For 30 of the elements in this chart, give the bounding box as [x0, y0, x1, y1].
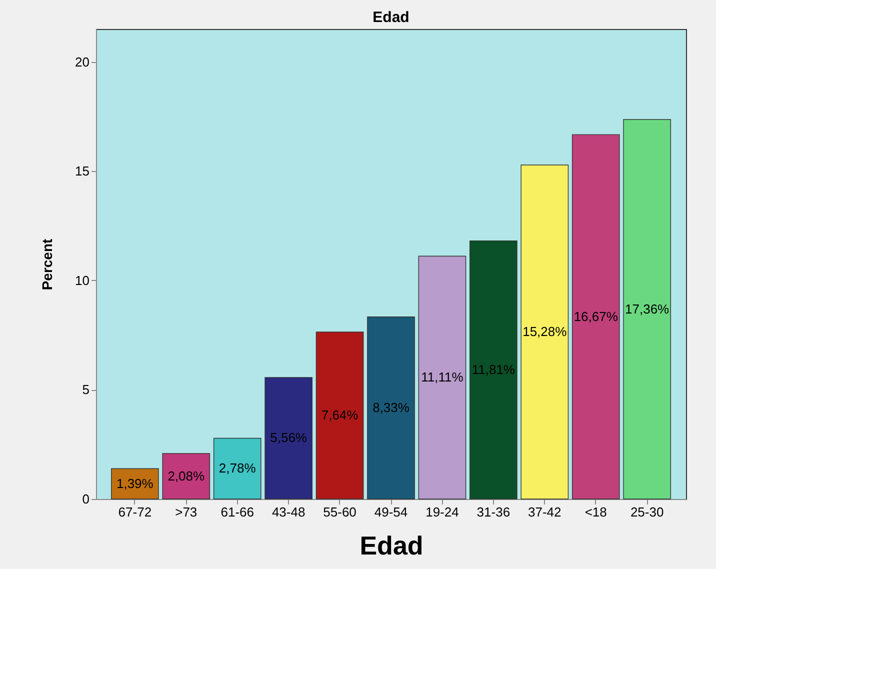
data-label: 17,36% [625, 301, 670, 316]
y-tick-label: 5 [82, 382, 90, 398]
data-label: 2,78% [218, 460, 256, 476]
x-tick-label: 49-54 [374, 504, 408, 520]
y-tick-label: 10 [75, 272, 90, 288]
chart-title: Edad [372, 9, 410, 26]
x-tick-label: <18 [584, 504, 607, 520]
x-tick-label: 31-36 [476, 504, 510, 520]
x-axis-title: Edad [360, 530, 424, 560]
x-tick-label: 61-66 [220, 504, 254, 520]
y-tick-label: 0 [82, 492, 90, 506]
data-label: 7,64% [321, 407, 359, 422]
data-label: 11,81% [472, 362, 516, 377]
x-tick-label: 43-48 [272, 504, 306, 520]
x-tick-label: 37-42 [528, 504, 562, 520]
x-tick-label: >73 [175, 504, 198, 520]
data-label: 15,28% [522, 324, 568, 339]
x-tick-label: 55-60 [323, 504, 356, 520]
y-axis-title: Percent [39, 238, 56, 290]
data-label: 1,39% [116, 476, 154, 491]
y-tick-label: 15 [75, 164, 90, 179]
data-label: 2,08% [168, 468, 206, 484]
y-tick-label: 20 [75, 54, 90, 70]
data-label: 5,56% [270, 430, 308, 446]
data-label: 16,67% [574, 308, 618, 324]
data-label: 8,33% [372, 400, 410, 415]
x-tick-label: 19-24 [426, 504, 459, 520]
x-tick-label: 67-72 [118, 504, 152, 520]
data-label: 11,11% [421, 370, 464, 385]
x-tick-label: 25-30 [630, 504, 664, 520]
